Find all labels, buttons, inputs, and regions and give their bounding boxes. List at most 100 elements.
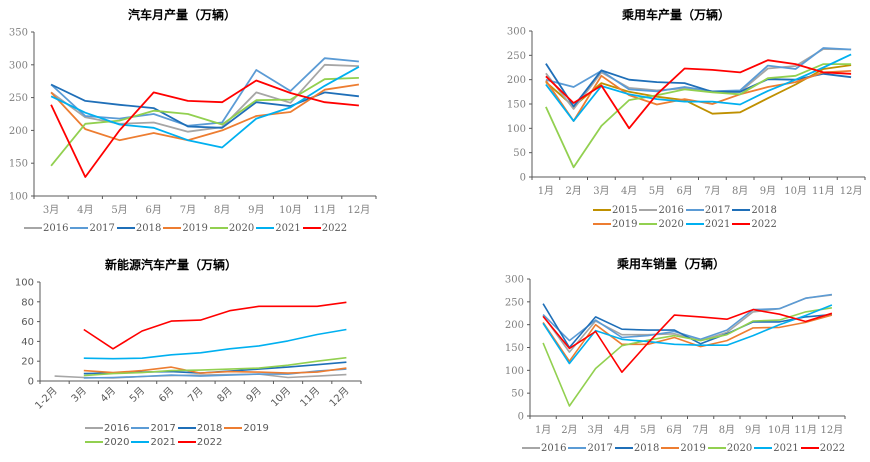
plot-area: 0 50 100 150 200 250 300 1月 2月 3月 4月 5月 6月 7月 8月 9月 10月 1… <box>507 27 866 197</box>
legend-swatch <box>639 209 658 211</box>
legend-label: 2021 <box>275 222 301 234</box>
y-tick-label: 100 <box>505 366 524 377</box>
legend-row: 2015 2016 2017 2018 <box>593 203 779 217</box>
y-tick-label: 100 <box>9 192 28 203</box>
legend-label: 2020 <box>658 218 684 230</box>
legend-row: 2016 2017 2018 2019 2020 2021 2022 <box>24 221 349 235</box>
legend-swatch <box>568 447 587 449</box>
legend-swatch <box>177 441 196 443</box>
series-line-2019 <box>83 366 347 374</box>
chart-legend: 2016 2017 2018 2019 2020 2021 2022 <box>85 421 271 449</box>
series-line-2021 <box>545 53 852 122</box>
legend-item: 2022 <box>800 443 845 454</box>
series-line-2018 <box>545 63 852 108</box>
legend-label: 2019 <box>243 422 269 434</box>
plot-area: 0 20 40 60 80 100 1-2月 3月 4月 5月 6月 7月 8月 9月 10月 11月 12月 <box>15 278 362 412</box>
legend-item: 2020 <box>85 437 129 448</box>
y-tick-label: 60 <box>21 317 34 328</box>
y-tick-label: 200 <box>507 75 526 86</box>
x-tick-label: 3月 <box>69 385 89 405</box>
series-line-2017 <box>50 57 359 127</box>
x-tick-label: 12月 <box>840 185 863 197</box>
x-tick-label: 4月 <box>98 385 118 405</box>
series-line-2016 <box>50 63 359 133</box>
legend-item: 2020 <box>209 223 254 234</box>
y-tick-label: 80 <box>21 297 34 308</box>
legend-label: 2018 <box>196 422 223 434</box>
x-tick-label: 2月 <box>561 424 577 436</box>
y-tick-label: 100 <box>15 278 34 289</box>
legend-label: 2018 <box>135 222 162 234</box>
legend-item: 2020 <box>707 443 752 454</box>
series-line-2018 <box>542 303 832 349</box>
x-tick-label: 3月 <box>587 424 603 436</box>
y-tick-label: 250 <box>507 51 526 62</box>
legend-label: 2017 <box>150 422 176 434</box>
legend-swatch <box>593 223 611 225</box>
legend-label: 2022 <box>751 218 777 230</box>
series-line-2020 <box>83 356 347 377</box>
legend-item: 2018 <box>614 443 659 454</box>
legend-swatch <box>163 227 182 229</box>
series-line-2015 <box>545 64 852 115</box>
auto-monthly-production-chart: 汽车月产量（万辆） 100 150 200 250 300 350 3月 4月 5月 6月 7月 8月… <box>0 0 435 240</box>
legend-label: 2022 <box>321 222 348 234</box>
x-tick-label: 9月 <box>244 385 264 405</box>
legend-item: 2022 <box>302 222 348 234</box>
chart-title: 乘用车销量（万辆） <box>617 257 726 271</box>
x-tick-label: 5月 <box>649 185 665 197</box>
x-tick-label: 7月 <box>186 385 206 405</box>
x-tick-label: 7月 <box>704 185 720 197</box>
legend-label: 2021 <box>773 442 799 454</box>
passenger-car-production-chart: 乘用车产量（万辆） 0 50 100 150 200 250 300 1月 2月 3月 4月 5月 6月… <box>435 0 870 240</box>
x-tick-label: 8月 <box>215 385 235 405</box>
y-tick-label: 150 <box>507 100 526 111</box>
legend-swatch <box>116 227 135 229</box>
legend-swatch <box>685 209 704 211</box>
legend-swatch <box>302 227 321 229</box>
x-tick-label: 10月 <box>784 185 807 197</box>
x-tick-label: 12月 <box>348 204 371 216</box>
y-tick-label: 250 <box>9 93 28 104</box>
legend-swatch <box>661 447 680 449</box>
y-tick-label: 100 <box>507 124 526 135</box>
x-tick-label: 8月 <box>732 185 748 197</box>
y-tick-label: 150 <box>9 159 28 170</box>
series-line-2019 <box>50 83 360 142</box>
x-tick-label: 1-2月 <box>33 385 60 412</box>
x-tick-label: 8月 <box>214 204 230 216</box>
series-line-2022 <box>545 59 852 130</box>
y-tick-label: 300 <box>505 275 524 286</box>
legend-label: 2017 <box>704 204 731 216</box>
legend-label: 2017 <box>587 442 613 454</box>
series-line-2021 <box>50 66 360 149</box>
series-line-2022 <box>83 301 347 350</box>
legend-swatch <box>224 427 243 429</box>
plot-area: 100 150 200 250 300 350 3月 4月 5月 6月 7月 8月 9月 10月 11月 12… <box>9 28 377 216</box>
legend-label: 2019 <box>680 442 706 454</box>
legend-swatch <box>593 209 611 211</box>
legend-swatch <box>131 441 150 443</box>
x-tick-label: 7月 <box>692 424 708 436</box>
x-tick-label: 1月 <box>538 185 554 197</box>
x-tick-label: 6月 <box>156 385 176 405</box>
legend-item: 2022 <box>732 218 777 230</box>
x-tick-label: 9月 <box>745 424 761 436</box>
legend-label: 2021 <box>150 436 176 448</box>
chart-legend: 2015 2016 2017 2018 2019 2020 2021 2022 <box>593 203 779 231</box>
legend-item: 2016 <box>639 205 684 216</box>
legend-swatch <box>177 427 196 429</box>
y-tick-label: 150 <box>505 343 524 354</box>
legend-item: 2021 <box>685 219 730 230</box>
y-tick-label: 200 <box>505 320 524 331</box>
legend-label: 2019 <box>182 222 208 234</box>
x-tick-label: 10月 <box>269 385 294 410</box>
legend-item: 2020 <box>639 218 684 230</box>
chart-legend: 2016 2017 2018 2019 2020 2021 2022 <box>522 441 847 455</box>
legend-item: 2021 <box>256 222 301 234</box>
legend-row: 2016 2017 2018 2019 2020 2021 2022 <box>522 441 847 455</box>
legend-row: 2016 2017 2018 2019 <box>85 421 271 435</box>
y-tick-label: 300 <box>9 60 28 71</box>
x-tick-label: 8月 <box>719 424 735 436</box>
x-tick-label: 12月 <box>821 424 844 436</box>
